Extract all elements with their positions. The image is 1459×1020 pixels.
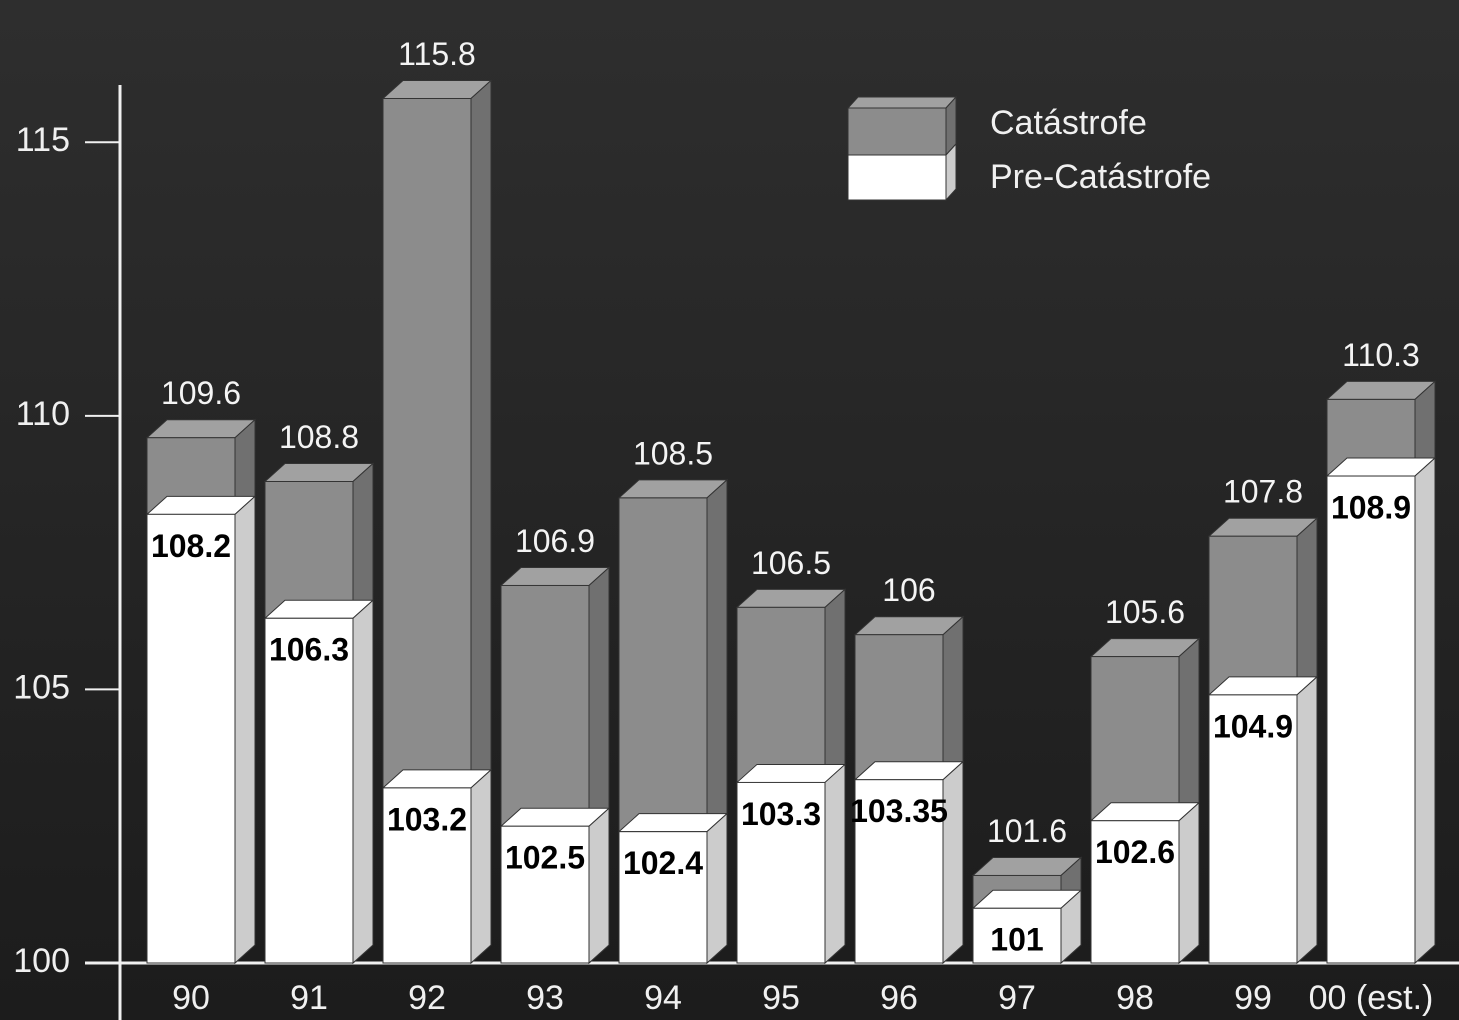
value-label: 102.5 [505,840,585,876]
bar-side [1296,675,1318,965]
value-label: 110.3 [1342,337,1420,373]
value-label: 108.2 [151,528,231,564]
value-label: 102.6 [1095,834,1175,870]
legend-swatch [847,107,947,156]
bar-side [706,812,728,965]
legend-label: Catástrofe [990,104,1147,142]
bar [972,907,1062,964]
x-tick-label: 99 [1234,979,1272,1017]
value-label: 108.8 [279,419,359,455]
value-label: 115.8 [398,36,476,72]
x-tick-label: 97 [998,979,1036,1017]
bar-side [352,599,374,965]
bar-side [824,763,846,965]
y-tick-label: 100 [13,942,70,980]
value-label: 103.3 [741,796,821,832]
bar [854,779,944,964]
value-label: 107.8 [1223,474,1303,510]
y-tick-label: 110 [16,395,70,433]
bar [618,831,708,964]
bar-side [1414,456,1436,965]
bar [382,787,472,964]
bar [1326,475,1416,964]
x-tick-label: 93 [526,979,564,1017]
x-tick-label: 95 [762,979,800,1017]
bar [1090,820,1180,964]
x-tick-label: 90 [172,979,210,1017]
value-label: 106 [882,572,935,608]
value-label: 105.6 [1105,594,1185,630]
bar [146,513,236,964]
bar-side [1178,801,1200,965]
y-tick-label: 115 [16,121,70,159]
legend-label: Pre-Catástrofe [990,158,1211,196]
bar [736,781,826,964]
value-label: 101.6 [987,813,1067,849]
legend-swatch-top [846,96,958,109]
x-tick-label: 92 [408,979,446,1017]
x-tick-label: 96 [880,979,918,1017]
value-label: 109.6 [161,375,241,411]
legend-swatch [847,154,947,201]
bar-side [470,768,492,965]
bar-side [942,760,964,965]
value-label: 102.4 [623,845,703,881]
value-label: 106.5 [751,545,831,581]
value-label: 108.9 [1331,489,1411,525]
value-label: 106.9 [515,523,595,559]
bar [500,825,590,964]
x-tick-label: 98 [1116,979,1154,1017]
value-label: 103.2 [387,801,467,837]
value-label: 103.35 [850,793,948,829]
legend: Catástrofe Pre-Catástrofe [846,95,1211,202]
x-tick-label: 91 [290,979,328,1017]
value-label: 108.5 [633,435,713,471]
x-tick-label: 00 (est.) [1309,979,1434,1017]
value-label: 101 [990,922,1043,958]
bar-side [588,807,610,965]
y-tick-label: 105 [13,668,70,706]
value-label: 106.3 [269,632,349,668]
value-label: 104.9 [1213,708,1293,744]
bar [1208,694,1298,964]
x-tick-label: 94 [644,979,682,1017]
bar [264,617,354,964]
bar-side [234,495,256,965]
plot: 109.6 108.2 90 108.8 106.3 91 115.8 103.2 92 106.… [145,36,1437,1017]
